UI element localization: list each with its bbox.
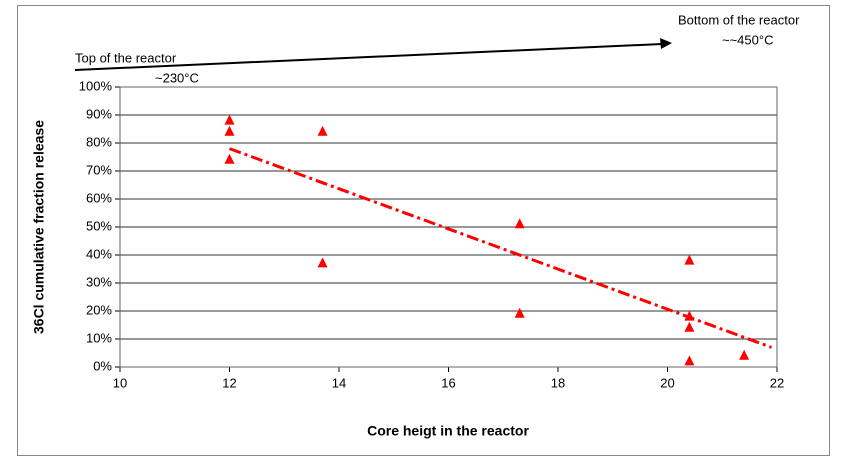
marker (684, 355, 695, 366)
y-tick-label: 60% (86, 190, 112, 205)
marker (684, 321, 695, 332)
chart-frame (17, 5, 830, 456)
annotation: Bottom of the reactor (678, 12, 800, 27)
marker (224, 153, 235, 164)
annotation: ~230°C (155, 70, 199, 85)
marker (684, 254, 695, 265)
y-axis-title: 36Cl cumulative fraction release (31, 120, 47, 334)
trendline (228, 147, 773, 349)
annotation: ~~450°C (722, 32, 773, 47)
marker (739, 349, 750, 360)
y-tick-label: 30% (86, 274, 112, 289)
marker (224, 125, 235, 136)
marker (514, 307, 525, 318)
x-tick-label: 16 (441, 375, 455, 390)
y-tick-label: 100% (79, 78, 113, 93)
x-tick-label: 10 (113, 375, 127, 390)
arrow-head (660, 38, 672, 49)
x-tick-label: 22 (770, 375, 784, 390)
y-tick-label: 70% (86, 162, 112, 177)
y-tick-label: 40% (86, 246, 112, 261)
y-tick-label: 50% (86, 218, 112, 233)
x-tick-label: 12 (222, 375, 236, 390)
marker (317, 125, 328, 136)
y-tick-label: 80% (86, 134, 112, 149)
x-tick-label: 14 (332, 375, 346, 390)
annotation: Top of the reactor (75, 50, 177, 65)
marker (224, 114, 235, 125)
marker (684, 310, 695, 321)
y-tick-label: 20% (86, 302, 112, 317)
y-tick-label: 90% (86, 106, 112, 121)
marker (514, 218, 525, 229)
y-tick-label: 0% (93, 358, 112, 373)
arrow-line (74, 43, 663, 71)
plot-border (119, 86, 778, 368)
marker (317, 257, 328, 268)
x-tick-label: 18 (551, 375, 565, 390)
x-tick-label: 20 (660, 375, 674, 390)
y-tick-label: 10% (86, 330, 112, 345)
x-axis-title: Core heigt in the reactor (367, 423, 529, 439)
